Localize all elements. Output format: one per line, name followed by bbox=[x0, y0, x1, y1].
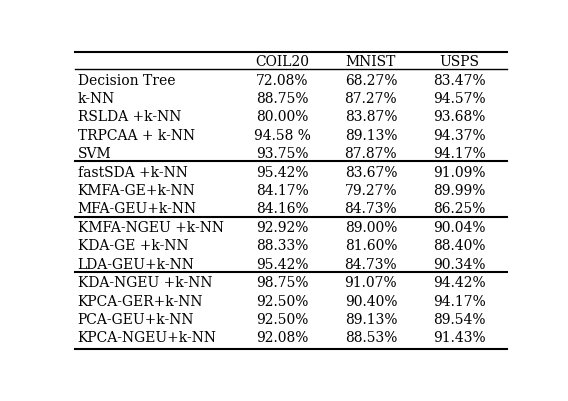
Text: PCA-GEU+k-NN: PCA-GEU+k-NN bbox=[78, 312, 194, 326]
Text: 94.42%: 94.42% bbox=[433, 275, 486, 290]
Text: 89.54%: 89.54% bbox=[433, 312, 486, 326]
Text: KMFA-NGEU +k-NN: KMFA-NGEU +k-NN bbox=[78, 220, 224, 234]
Text: 92.92%: 92.92% bbox=[256, 220, 308, 234]
Text: 90.40%: 90.40% bbox=[345, 294, 397, 308]
Text: 88.75%: 88.75% bbox=[256, 92, 309, 106]
Text: 94.17%: 94.17% bbox=[433, 294, 486, 308]
Text: 86.25%: 86.25% bbox=[433, 202, 486, 216]
Text: 89.00%: 89.00% bbox=[345, 220, 397, 234]
Text: 83.67%: 83.67% bbox=[345, 165, 397, 179]
Text: fastSDA +k-NN: fastSDA +k-NN bbox=[78, 165, 187, 179]
Text: 84.16%: 84.16% bbox=[256, 202, 309, 216]
Text: 94.58 %: 94.58 % bbox=[254, 128, 311, 142]
Text: 72.08%: 72.08% bbox=[256, 73, 309, 87]
Text: 95.42%: 95.42% bbox=[256, 165, 309, 179]
Text: 92.50%: 92.50% bbox=[256, 294, 308, 308]
Text: k-NN: k-NN bbox=[78, 92, 115, 106]
Text: 95.42%: 95.42% bbox=[256, 257, 309, 271]
Text: KPCA-NGEU+k-NN: KPCA-NGEU+k-NN bbox=[78, 330, 216, 344]
Text: MFA-GEU+k-NN: MFA-GEU+k-NN bbox=[78, 202, 197, 216]
Text: LDA-GEU+k-NN: LDA-GEU+k-NN bbox=[78, 257, 194, 271]
Text: 88.53%: 88.53% bbox=[345, 330, 397, 344]
Text: Decision Tree: Decision Tree bbox=[78, 73, 175, 87]
Text: 93.68%: 93.68% bbox=[433, 110, 486, 124]
Text: COIL20: COIL20 bbox=[256, 55, 310, 69]
Text: 80.00%: 80.00% bbox=[256, 110, 308, 124]
Text: 83.47%: 83.47% bbox=[433, 73, 486, 87]
Text: USPS: USPS bbox=[439, 55, 479, 69]
Text: 79.27%: 79.27% bbox=[345, 184, 397, 198]
Text: KDA-NGEU +k-NN: KDA-NGEU +k-NN bbox=[78, 275, 212, 290]
Text: 87.27%: 87.27% bbox=[345, 92, 397, 106]
Text: 89.13%: 89.13% bbox=[345, 312, 397, 326]
Text: 94.37%: 94.37% bbox=[433, 128, 486, 142]
Text: 92.50%: 92.50% bbox=[256, 312, 308, 326]
Text: 90.04%: 90.04% bbox=[433, 220, 486, 234]
Text: KDA-GE +k-NN: KDA-GE +k-NN bbox=[78, 239, 188, 253]
Text: 84.73%: 84.73% bbox=[345, 257, 397, 271]
Text: 94.57%: 94.57% bbox=[433, 92, 486, 106]
Text: TRPCAA + k-NN: TRPCAA + k-NN bbox=[78, 128, 195, 142]
Text: 91.43%: 91.43% bbox=[433, 330, 486, 344]
Text: KMFA-GE+k-NN: KMFA-GE+k-NN bbox=[78, 184, 195, 198]
Text: 84.17%: 84.17% bbox=[256, 184, 309, 198]
Text: 94.17%: 94.17% bbox=[433, 147, 486, 161]
Text: 89.99%: 89.99% bbox=[433, 184, 486, 198]
Text: RSLDA +k-NN: RSLDA +k-NN bbox=[78, 110, 181, 124]
Text: 91.07%: 91.07% bbox=[345, 275, 397, 290]
Text: 83.87%: 83.87% bbox=[345, 110, 397, 124]
Text: 81.60%: 81.60% bbox=[345, 239, 397, 253]
Text: KPCA-GER+k-NN: KPCA-GER+k-NN bbox=[78, 294, 203, 308]
Text: 84.73%: 84.73% bbox=[345, 202, 397, 216]
Text: 98.75%: 98.75% bbox=[256, 275, 309, 290]
Text: 93.75%: 93.75% bbox=[256, 147, 309, 161]
Text: 89.13%: 89.13% bbox=[345, 128, 397, 142]
Text: SVM: SVM bbox=[78, 147, 111, 161]
Text: 88.40%: 88.40% bbox=[433, 239, 486, 253]
Text: 88.33%: 88.33% bbox=[256, 239, 308, 253]
Text: MNIST: MNIST bbox=[346, 55, 396, 69]
Text: 91.09%: 91.09% bbox=[433, 165, 486, 179]
Text: 92.08%: 92.08% bbox=[256, 330, 308, 344]
Text: 87.87%: 87.87% bbox=[345, 147, 397, 161]
Text: 90.34%: 90.34% bbox=[433, 257, 486, 271]
Text: 68.27%: 68.27% bbox=[345, 73, 397, 87]
